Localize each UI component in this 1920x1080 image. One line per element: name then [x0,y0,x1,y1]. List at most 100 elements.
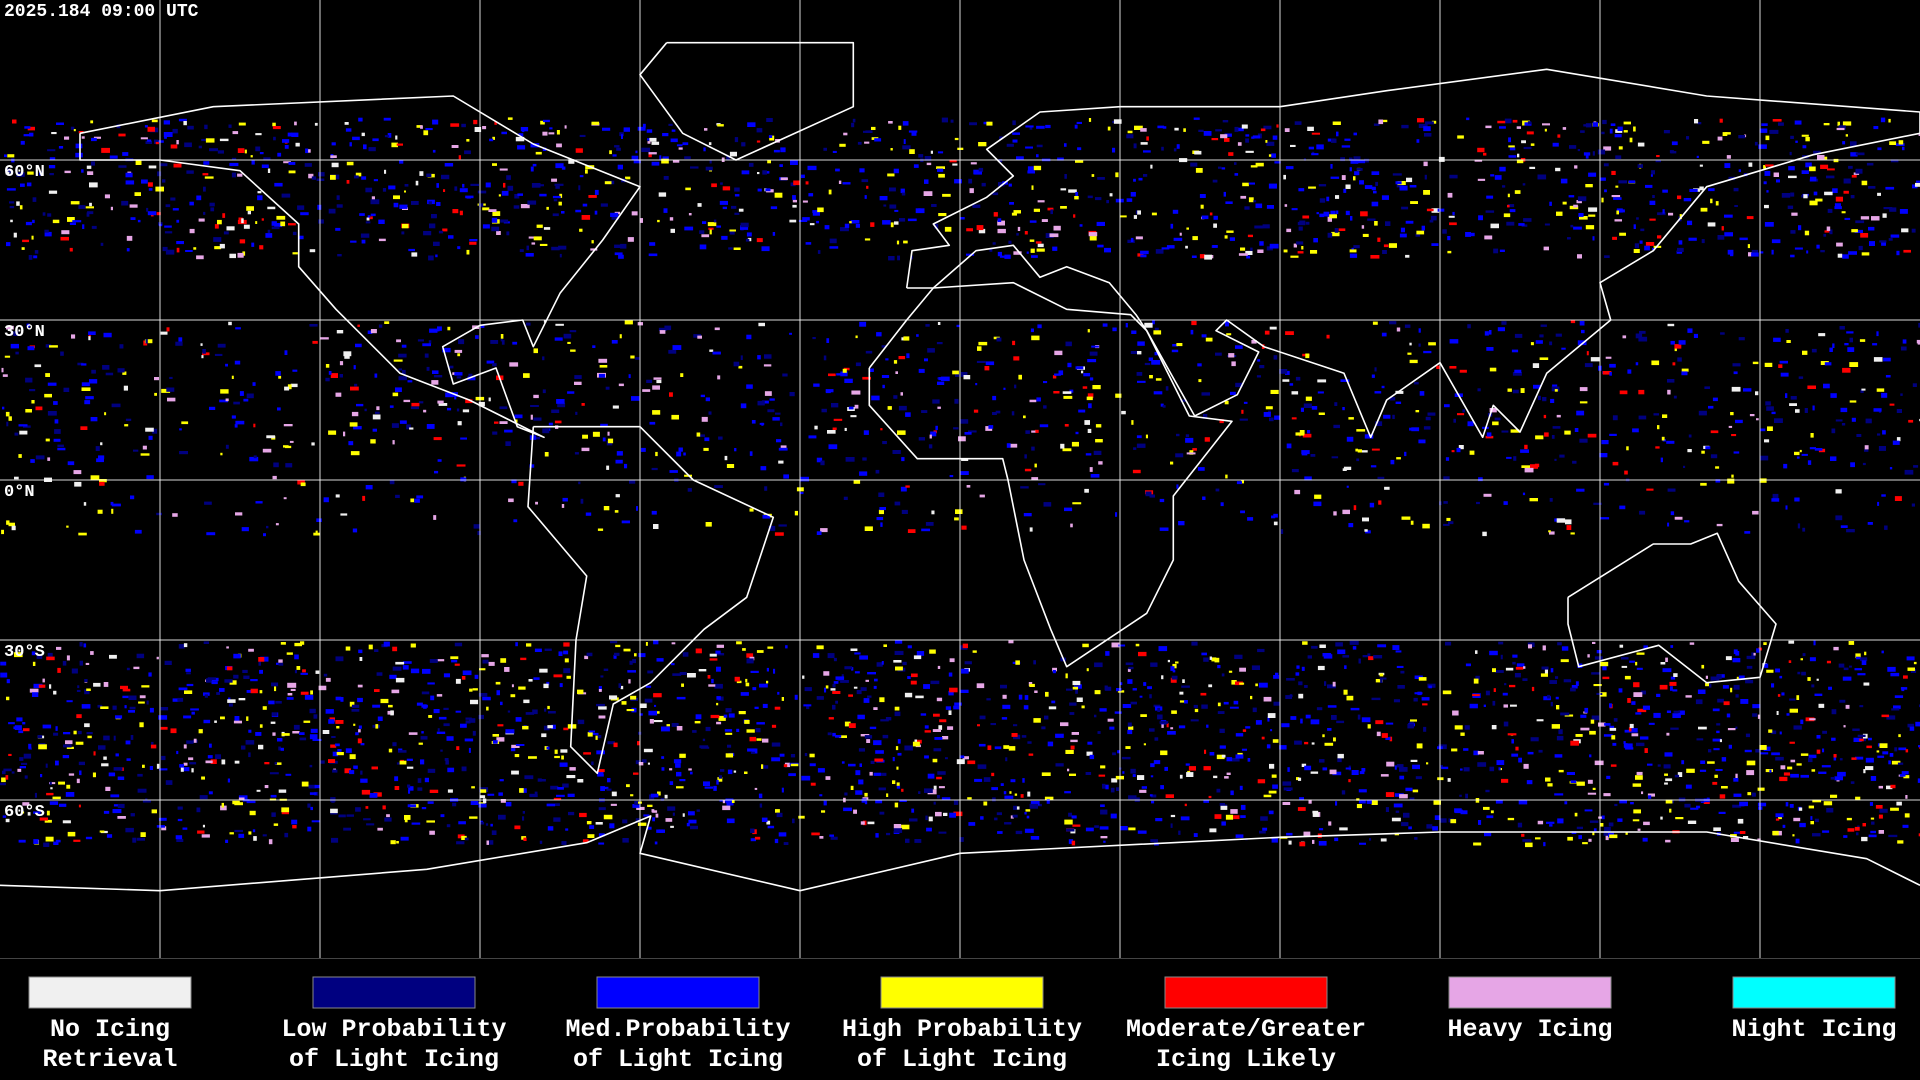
icing-pixel [520,127,529,132]
icing-pixel [883,204,887,207]
icing-pixel [1193,833,1198,837]
icing-pixel [318,219,324,224]
icing-pixel [1081,370,1084,374]
icing-pixel [410,643,416,648]
icing-pixel [817,768,825,773]
icing-pixel [8,522,15,527]
icing-pixel [964,432,972,435]
icing-pixel [821,810,826,813]
icing-pixel [294,121,297,126]
icing-pixel [84,689,90,695]
icing-pixel [769,398,775,401]
icing-pixel [1375,181,1378,186]
icing-pixel [1632,783,1642,787]
icing-pixel [215,754,221,759]
icing-pixel [28,255,33,260]
icing-pixel [1721,786,1728,789]
icing-pixel [1130,768,1136,774]
icing-pixel [1594,760,1604,766]
icing-pixel [135,160,142,165]
icing-pixel [1698,726,1707,730]
icing-pixel [1199,254,1205,259]
icing-pixel [1726,155,1731,159]
icing-pixel [1155,818,1163,822]
icing-pixel [435,254,438,258]
icing-pixel [1117,750,1120,754]
icing-pixel [133,666,140,670]
icing-pixel [1861,660,1867,665]
icing-pixel [388,185,396,190]
icing-pixel [722,805,731,811]
icing-pixel [72,220,82,223]
icing-pixel [646,379,653,383]
icing-pixel [1757,838,1761,841]
icing-pixel [1850,781,1855,784]
icing-pixel [169,376,173,379]
icing-pixel [1087,359,1097,363]
icing-pixel [43,842,50,847]
icing-pixel [1238,253,1248,256]
icing-pixel [1172,209,1179,214]
icing-pixel [1069,773,1076,776]
icing-pixel [93,751,96,756]
icing-pixel [960,419,969,424]
icing-pixel [462,183,465,188]
icing-pixel [543,725,550,731]
icing-pixel [591,761,594,766]
icing-pixel [44,231,52,237]
icing-pixel [1345,767,1351,770]
icing-pixel [1579,216,1588,220]
icing-pixel [857,714,865,720]
icing-pixel [1048,706,1057,710]
icing-pixel [1845,134,1848,137]
icing-pixel [48,190,58,194]
icing-pixel [900,392,903,396]
icing-pixel [654,704,657,707]
icing-pixel [1589,754,1592,758]
icing-pixel [1624,470,1628,475]
icing-pixel [1389,397,1396,401]
icing-pixel [1095,439,1103,443]
icing-pixel [817,207,824,213]
icing-pixel [1912,184,1918,189]
icing-pixel [369,793,378,798]
icing-pixel [519,249,524,252]
icing-pixel [1029,683,1035,687]
icing-pixel [1378,500,1382,505]
icing-pixel [1708,188,1715,192]
icing-pixel [983,777,991,782]
icing-pixel [1751,249,1758,255]
icing-pixel [827,430,836,434]
icing-pixel [1409,185,1417,188]
icing-pixel [727,744,732,748]
icing-pixel [1193,704,1198,708]
icing-pixel [648,152,657,155]
icing-pixel [122,688,131,692]
icing-pixel [1900,687,1908,690]
icing-pixel [1506,456,1512,459]
icing-pixel [610,803,617,806]
icing-pixel [1268,810,1274,815]
icing-pixel [1549,680,1557,684]
icing-pixel [1843,725,1846,728]
icing-pixel [1264,330,1270,335]
icing-pixel [117,803,125,809]
icing-pixel [45,763,48,768]
icing-pixel [551,724,556,730]
icing-pixel [963,375,971,380]
icing-pixel [26,182,32,187]
icing-pixel [345,128,352,132]
icing-pixel [764,354,772,359]
icing-pixel [1782,824,1786,828]
icing-pixel [288,162,296,165]
icing-pixel [437,728,440,732]
icing-pixel [1649,218,1656,221]
icing-pixel [976,683,985,689]
icing-pixel [923,684,930,689]
icing-pixel [1198,129,1204,132]
icing-pixel [907,676,911,679]
icing-pixel [1150,839,1158,843]
icing-pixel [1469,703,1478,709]
icing-pixel [1166,723,1169,728]
icing-pixel [81,136,85,139]
